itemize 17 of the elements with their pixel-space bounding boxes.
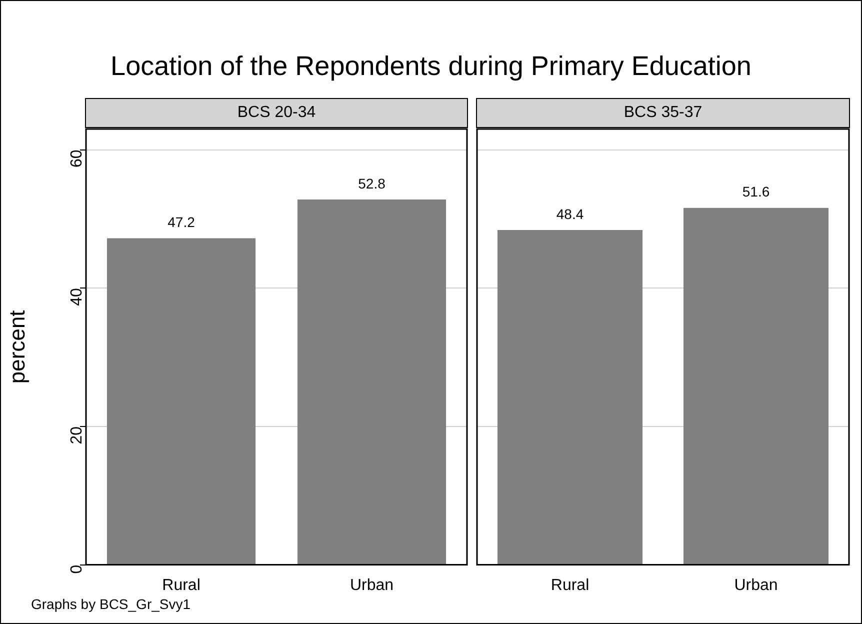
text: Graphs by BCS_Gr_Svy1 xyxy=(31,596,191,612)
data-label: 47.2 xyxy=(168,214,196,230)
chart-subtitle: BCS 35-37 xyxy=(476,98,850,128)
x-tick-label: Rural xyxy=(550,576,590,594)
y-axis-title: percent xyxy=(4,310,30,384)
y-tick-label: 40 xyxy=(68,288,86,306)
x-tick-label: Rural xyxy=(162,576,200,594)
y-tick-label: 0 xyxy=(68,564,86,574)
y-tick-label: 20 xyxy=(68,426,86,444)
data-label: 51.6 xyxy=(742,184,770,200)
chart-subtitle: BCS 20-34 xyxy=(85,98,468,128)
chart-title: Location of the Repondents during Primary Education xyxy=(110,51,752,82)
x-tick-label: Urban xyxy=(350,576,394,594)
x-tick-label: Urban xyxy=(734,576,778,594)
y-tick-label: 60 xyxy=(68,150,86,168)
data-label: 48.4 xyxy=(556,206,584,222)
data-label: 52.8 xyxy=(358,175,386,192)
